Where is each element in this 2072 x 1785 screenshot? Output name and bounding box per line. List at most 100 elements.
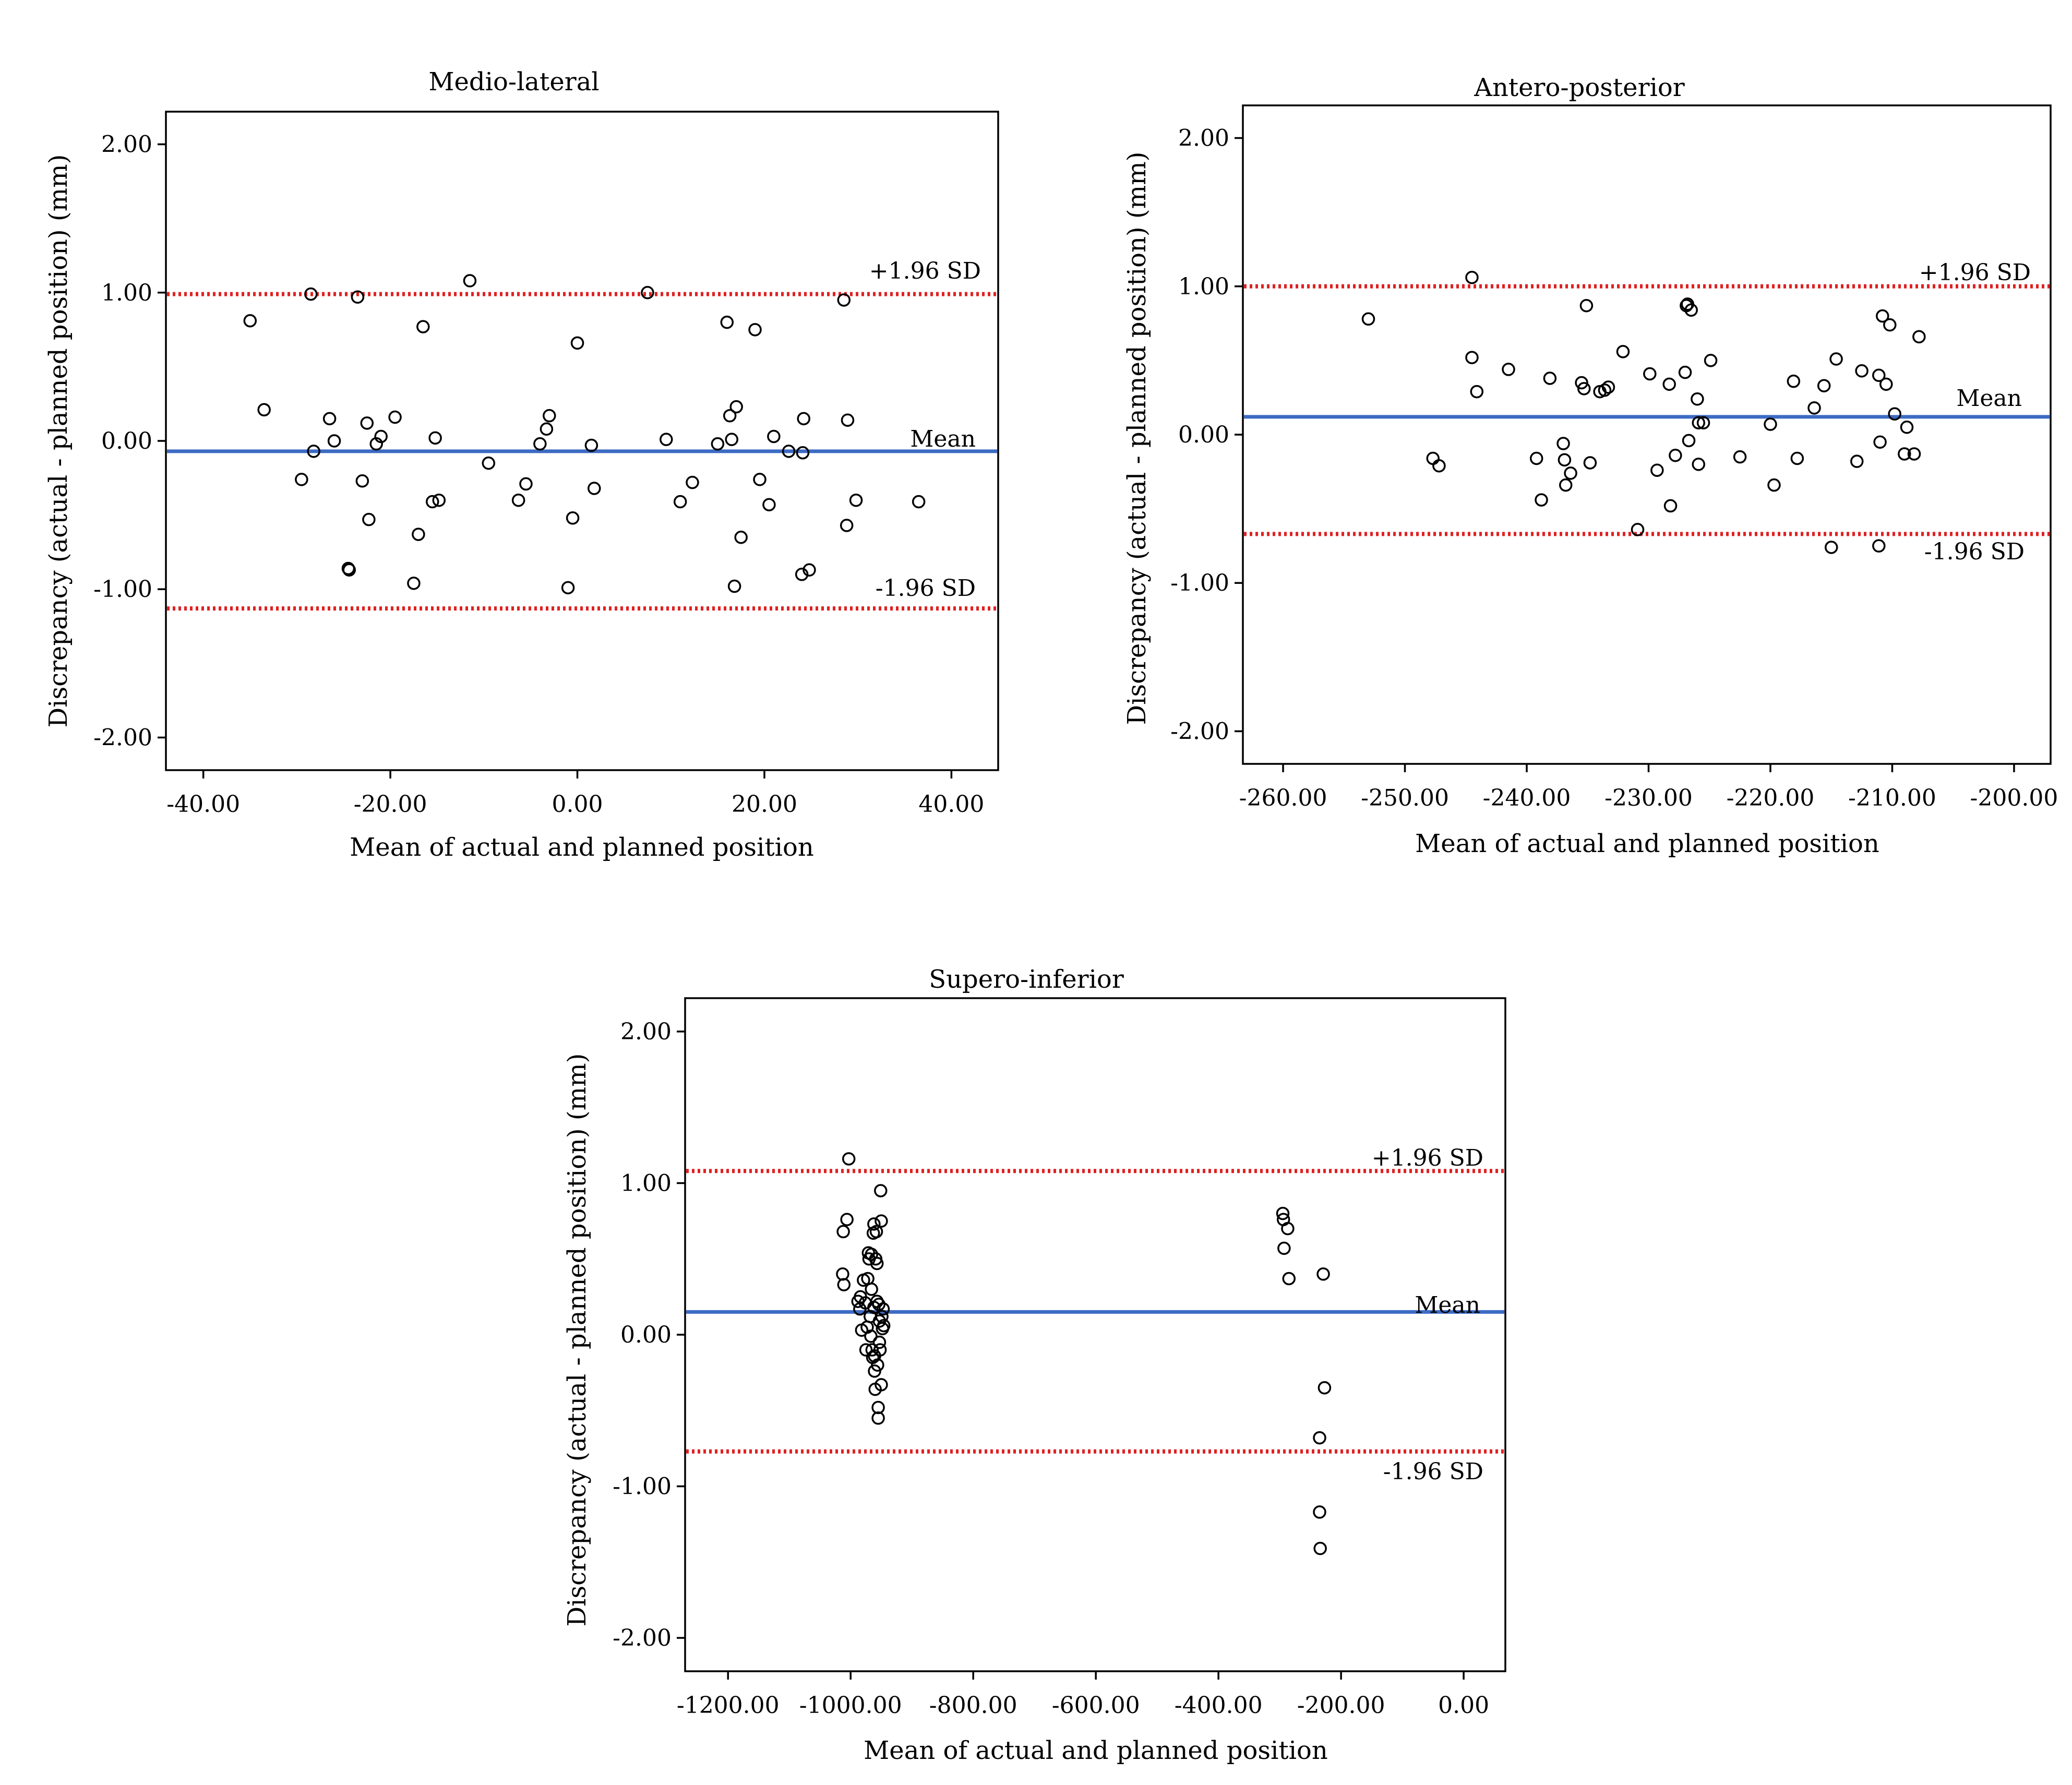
data-point <box>1682 434 1696 448</box>
x-tick-label: -240.00 <box>1483 785 1571 811</box>
medio-lateral-panel: Medio-lateral 2.00 1.00 0.00 -1.00 -2.00… <box>44 67 999 862</box>
data-point <box>1361 312 1375 326</box>
x-axis-label: Mean of actual and planned position <box>1415 829 1879 858</box>
data-point <box>412 528 425 541</box>
data-point <box>840 1213 854 1226</box>
data-point <box>362 512 376 526</box>
data-point <box>836 1225 850 1239</box>
data-points <box>243 274 926 595</box>
data-point <box>1898 447 1911 461</box>
data-point <box>1559 478 1573 492</box>
x-tick-marks <box>202 770 953 778</box>
data-point <box>1873 435 1887 449</box>
supero-inferior-panel: Supero-inferior 2.00 1.00 0.00 -1.00 -2.… <box>562 965 1506 1765</box>
data-point <box>1662 377 1676 391</box>
data-point <box>432 493 446 507</box>
data-point <box>837 293 851 307</box>
data-point <box>840 519 854 532</box>
y-axis: 2.00 1.00 0.00 -1.00 -2.00 <box>93 131 166 751</box>
y-axis-label: Discrepancy (actual - planned position) … <box>1122 152 1152 725</box>
y-tick-marks <box>1235 137 1243 733</box>
data-point <box>1583 456 1597 470</box>
data-point <box>762 498 776 511</box>
x-tick-label: -40.00 <box>166 791 240 818</box>
data-point <box>533 437 547 451</box>
data-point <box>355 474 369 488</box>
data-point <box>540 422 554 436</box>
data-point <box>1704 354 1718 367</box>
data-point <box>641 286 654 300</box>
data-point <box>1692 458 1705 471</box>
data-point <box>428 431 442 445</box>
data-point <box>1313 1431 1326 1445</box>
data-point <box>1907 447 1921 461</box>
data-point <box>1855 364 1869 378</box>
data-point <box>836 1267 849 1281</box>
data-point <box>872 1335 887 1349</box>
data-point <box>748 323 762 337</box>
mean-label: Mean <box>1415 1292 1480 1319</box>
data-point <box>1684 303 1698 317</box>
data-point <box>711 437 725 451</box>
data-point <box>912 495 926 509</box>
data-point <box>870 1256 884 1271</box>
data-point <box>1470 385 1484 399</box>
upper-loa-label: +1.96 SD <box>869 258 981 284</box>
data-point <box>1313 1541 1327 1555</box>
data-point <box>1529 451 1543 465</box>
x-axis-label: Mean of actual and planned position <box>864 1736 1328 1765</box>
data-point <box>1631 523 1645 536</box>
y-tick-label: 0.00 <box>1178 422 1229 448</box>
y-tick-label: -1.00 <box>93 576 152 603</box>
data-point <box>584 438 598 452</box>
data-point <box>561 581 575 595</box>
upper-loa-label: +1.96 SD <box>1372 1145 1483 1171</box>
data-point <box>1824 541 1838 554</box>
data-point <box>873 1343 887 1357</box>
data-point <box>388 410 402 424</box>
data-point <box>416 320 430 333</box>
data-point <box>1912 330 1926 344</box>
data-point <box>588 482 601 495</box>
data-point <box>1556 437 1570 450</box>
x-tick-label: -200.00 <box>1297 1692 1385 1719</box>
lower-loa-label: -1.96 SD <box>1924 538 2025 565</box>
y-tick-label: -2.00 <box>613 1625 672 1651</box>
data-points <box>1361 270 1926 554</box>
data-point <box>1535 493 1548 507</box>
data-point <box>482 456 496 470</box>
y-axis: 2.00 1.00 0.00 -1.00 -2.00 <box>1170 125 1243 745</box>
data-point <box>842 1152 856 1166</box>
y-tick-label: -1.00 <box>613 1473 672 1500</box>
x-tick-label: -1200.00 <box>677 1692 780 1719</box>
x-tick-label: -600.00 <box>1052 1692 1140 1719</box>
data-point <box>874 1184 888 1197</box>
data-point <box>1790 451 1804 465</box>
data-point <box>1829 352 1843 366</box>
data-point <box>243 314 257 328</box>
data-point <box>257 403 271 417</box>
data-point <box>1872 368 1886 382</box>
x-tick-label: 20.00 <box>732 791 797 818</box>
mean-label: Mean <box>910 426 976 452</box>
y-axis: 2.00 1.00 0.00 -1.00 -2.00 <box>613 1019 685 1651</box>
y-tick-label: 2.00 <box>620 1019 672 1045</box>
x-tick-label: -260.00 <box>1239 785 1327 811</box>
x-tick-label: -250.00 <box>1361 785 1449 811</box>
lower-loa-label: -1.96 SD <box>1383 1458 1483 1485</box>
data-point <box>566 511 580 525</box>
data-point <box>871 1411 885 1425</box>
data-point <box>865 1283 878 1296</box>
data-point <box>307 445 320 458</box>
y-tick-marks <box>158 143 166 739</box>
data-point <box>374 429 388 444</box>
data-point <box>849 493 863 507</box>
data-point <box>877 1319 891 1333</box>
data-point <box>1691 392 1704 406</box>
data-point <box>782 445 796 458</box>
data-point <box>511 493 525 507</box>
data-point <box>519 477 533 491</box>
y-tick-label: 1.00 <box>620 1170 672 1196</box>
data-point <box>543 409 556 423</box>
